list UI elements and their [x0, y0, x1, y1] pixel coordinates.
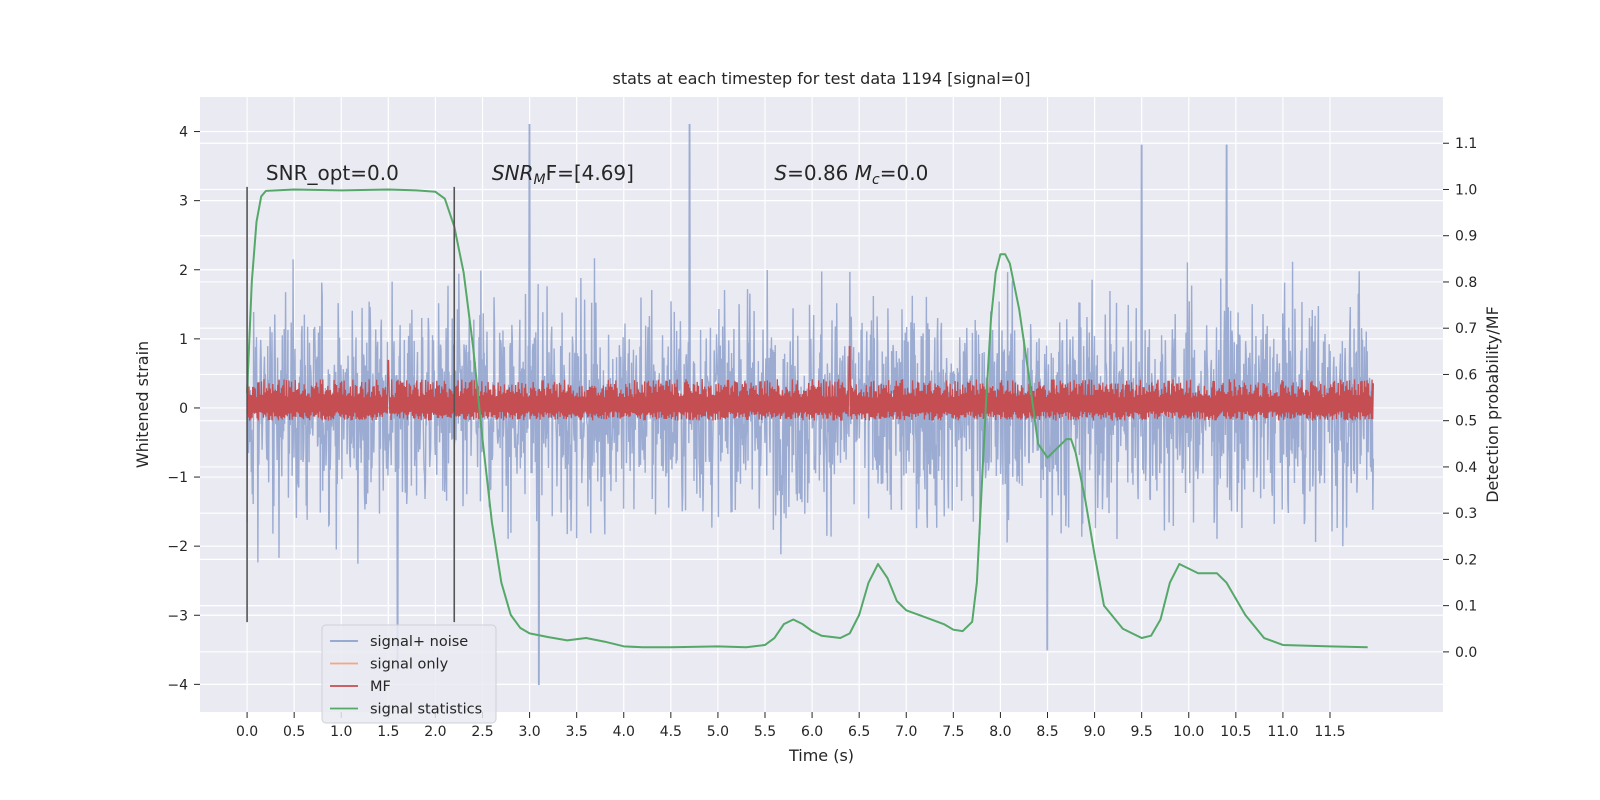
- y2-tick-label: 0.9: [1455, 229, 1477, 245]
- x-axis-label: Time (s): [788, 746, 854, 765]
- y-tick-label: −1: [167, 470, 188, 486]
- x-tick-label: 8.5: [1036, 724, 1058, 740]
- y2-tick-label: 1.0: [1455, 182, 1477, 198]
- x-tick-label: 5.5: [754, 724, 776, 740]
- x-tick-label: 0.5: [283, 724, 305, 740]
- y-axis-ticks: −4 −3 −2 −1 0 1 2 3 4: [167, 125, 200, 693]
- y2-tick-label: 0.4: [1455, 460, 1477, 476]
- annotation-snr-opt: SNR_opt=0.0: [266, 161, 399, 185]
- y2-tick-label: 0.2: [1455, 552, 1477, 568]
- y2-tick-label: 0.8: [1455, 275, 1477, 291]
- annotation-snr-mf: SNRMF=[4.69]: [492, 161, 634, 188]
- x-tick-label: 1.0: [330, 724, 352, 740]
- x-tick-label: 10.0: [1173, 724, 1204, 740]
- x-tick-label: 6.5: [848, 724, 870, 740]
- y2-axis-ticks: 0.0 0.1 0.2 0.3 0.4 0.5 0.6 0.7 0.8 0.9 1.0 1.1: [1443, 136, 1477, 661]
- y2-tick-label: 0.1: [1455, 599, 1477, 615]
- x-tick-label: 11.0: [1267, 724, 1298, 740]
- series-mf: [246, 346, 1374, 421]
- series-signal-noise: [246, 123, 1375, 686]
- legend-label: signal statistics: [370, 702, 482, 718]
- legend-label: MF: [370, 679, 391, 695]
- y-tick-label: 1: [179, 332, 188, 348]
- y-tick-label: 4: [179, 125, 188, 141]
- x-tick-label: 11.5: [1314, 724, 1345, 740]
- x-tick-label: 1.5: [377, 724, 399, 740]
- x-tick-label: 4.5: [660, 724, 682, 740]
- y-tick-label: −4: [167, 677, 188, 693]
- y-tick-label: 0: [179, 401, 188, 417]
- x-tick-label: 9.5: [1131, 724, 1153, 740]
- x-tick-label: 4.0: [613, 724, 635, 740]
- y2-axis-label: Detection probability/MF: [1483, 306, 1502, 503]
- y2-tick-label: 1.1: [1455, 136, 1477, 152]
- x-tick-label: 7.5: [942, 724, 964, 740]
- x-tick-label: 5.0: [707, 724, 729, 740]
- x-tick-label: 2.0: [424, 724, 446, 740]
- legend-label: signal only: [370, 657, 449, 673]
- x-axis-ticks: 0.0 0.5 1.0 1.5 2.0 2.5 3.0 3.5 4.0 4.5 5.0 5.5 6.0 6…: [236, 712, 1346, 740]
- y2-tick-label: 0.3: [1455, 506, 1477, 522]
- y-tick-label: −2: [167, 539, 188, 555]
- legend-box: [321, 624, 497, 724]
- y2-tick-label: 0.6: [1455, 367, 1477, 383]
- x-tick-label: 3.0: [518, 724, 540, 740]
- annotation-s-mc: S=0.86 Mc=0.0: [774, 161, 928, 188]
- series-layer: [246, 123, 1375, 686]
- x-tick-label: 9.0: [1083, 724, 1105, 740]
- vertical-markers: [246, 186, 456, 623]
- legend-label: signal+ noise: [370, 634, 468, 650]
- y2-tick-label: 0.7: [1455, 321, 1477, 337]
- series-signal-statistics: [246, 188, 1368, 649]
- y-tick-label: 2: [179, 263, 188, 279]
- y-tick-label: −3: [167, 608, 188, 624]
- y-tick-label: 3: [179, 194, 188, 210]
- x-tick-label: 8.0: [989, 724, 1011, 740]
- x-tick-label: 6.0: [801, 724, 823, 740]
- x-tick-label: 3.5: [566, 724, 588, 740]
- chart-title: stats at each timestep for test data 119…: [612, 69, 1030, 88]
- x-tick-label: 7.0: [895, 724, 917, 740]
- annotations: SNR_opt=0.0 SNRMF=[4.69] S=0.86 Mc=0.0: [266, 161, 928, 188]
- x-tick-label: 2.5: [471, 724, 493, 740]
- x-tick-label: 10.5: [1220, 724, 1251, 740]
- x-tick-label: 0.0: [236, 724, 258, 740]
- y2-tick-label: 0.0: [1455, 645, 1477, 661]
- legend: signal+ noise signal only MF signal statist…: [321, 624, 497, 724]
- y2-tick-label: 0.5: [1455, 414, 1477, 430]
- y-axis-label: Whitened strain: [133, 341, 152, 468]
